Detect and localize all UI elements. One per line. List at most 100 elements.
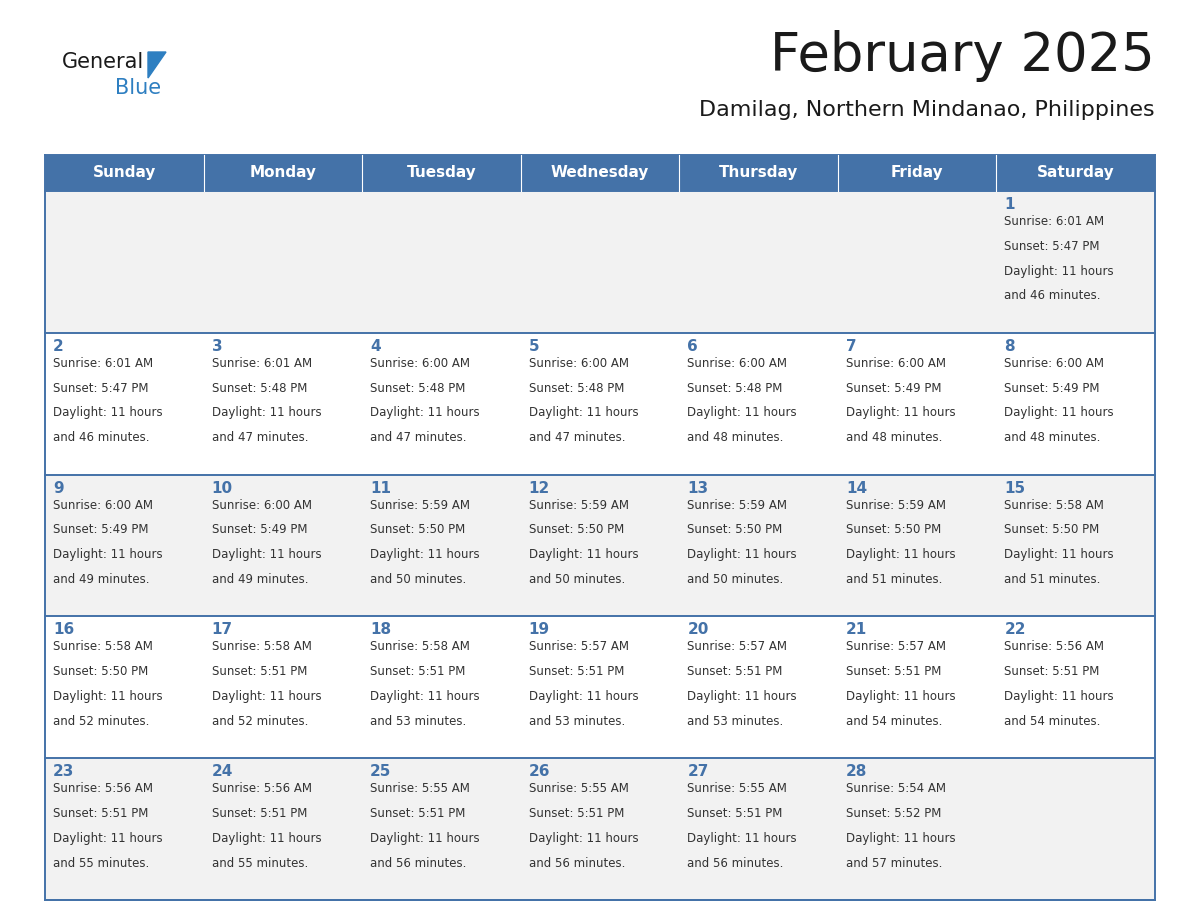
Text: Sunset: 5:50 PM: Sunset: 5:50 PM bbox=[688, 523, 783, 536]
Bar bbox=[838, 333, 997, 475]
Text: Sunrise: 5:58 AM: Sunrise: 5:58 AM bbox=[53, 641, 153, 654]
Text: Sunset: 5:51 PM: Sunset: 5:51 PM bbox=[211, 807, 307, 820]
Text: Sunrise: 5:56 AM: Sunrise: 5:56 AM bbox=[53, 782, 153, 795]
Text: and 50 minutes.: and 50 minutes. bbox=[371, 573, 467, 586]
Text: 22: 22 bbox=[1004, 622, 1026, 637]
Bar bbox=[45, 475, 203, 616]
Text: and 48 minutes.: and 48 minutes. bbox=[688, 431, 784, 444]
Text: 20: 20 bbox=[688, 622, 709, 637]
Text: Daylight: 11 hours: Daylight: 11 hours bbox=[846, 407, 955, 420]
Bar bbox=[362, 758, 520, 900]
Text: and 50 minutes.: and 50 minutes. bbox=[688, 573, 784, 586]
Bar bbox=[680, 758, 838, 900]
Text: General: General bbox=[62, 52, 144, 72]
Text: 9: 9 bbox=[53, 481, 64, 496]
Text: Sunset: 5:51 PM: Sunset: 5:51 PM bbox=[53, 807, 148, 820]
Text: Sunset: 5:50 PM: Sunset: 5:50 PM bbox=[846, 523, 941, 536]
Text: Sunrise: 5:55 AM: Sunrise: 5:55 AM bbox=[688, 782, 788, 795]
Bar bbox=[997, 616, 1155, 758]
Text: Daylight: 11 hours: Daylight: 11 hours bbox=[1004, 548, 1114, 561]
Text: Sunset: 5:50 PM: Sunset: 5:50 PM bbox=[1004, 523, 1100, 536]
Text: Blue: Blue bbox=[115, 78, 162, 98]
Bar bbox=[838, 475, 997, 616]
Text: Sunrise: 5:56 AM: Sunrise: 5:56 AM bbox=[1004, 641, 1105, 654]
Text: 5: 5 bbox=[529, 339, 539, 353]
Text: and 55 minutes.: and 55 minutes. bbox=[53, 856, 150, 869]
Text: Wednesday: Wednesday bbox=[551, 165, 649, 181]
Text: 2: 2 bbox=[53, 339, 64, 353]
Text: Sunset: 5:47 PM: Sunset: 5:47 PM bbox=[1004, 240, 1100, 252]
Text: Sunrise: 6:00 AM: Sunrise: 6:00 AM bbox=[1004, 357, 1105, 370]
Bar bbox=[45, 758, 203, 900]
Bar bbox=[203, 333, 362, 475]
Text: Sunrise: 5:55 AM: Sunrise: 5:55 AM bbox=[371, 782, 470, 795]
Bar bbox=[680, 333, 838, 475]
Bar bbox=[520, 191, 680, 333]
Text: Sunset: 5:47 PM: Sunset: 5:47 PM bbox=[53, 382, 148, 395]
Text: February 2025: February 2025 bbox=[770, 30, 1155, 82]
Text: 28: 28 bbox=[846, 764, 867, 779]
Bar bbox=[680, 155, 838, 191]
Text: and 51 minutes.: and 51 minutes. bbox=[1004, 573, 1101, 586]
Text: Sunrise: 5:54 AM: Sunrise: 5:54 AM bbox=[846, 782, 946, 795]
Text: and 55 minutes.: and 55 minutes. bbox=[211, 856, 308, 869]
Text: Sunrise: 6:01 AM: Sunrise: 6:01 AM bbox=[1004, 215, 1105, 228]
Text: Sunrise: 6:00 AM: Sunrise: 6:00 AM bbox=[846, 357, 946, 370]
Text: Sunrise: 5:57 AM: Sunrise: 5:57 AM bbox=[846, 641, 946, 654]
Text: Daylight: 11 hours: Daylight: 11 hours bbox=[53, 548, 163, 561]
Text: Daylight: 11 hours: Daylight: 11 hours bbox=[688, 548, 797, 561]
Bar bbox=[997, 191, 1155, 333]
Text: and 56 minutes.: and 56 minutes. bbox=[371, 856, 467, 869]
Text: 17: 17 bbox=[211, 622, 233, 637]
Bar bbox=[45, 155, 203, 191]
Text: 12: 12 bbox=[529, 481, 550, 496]
Text: and 46 minutes.: and 46 minutes. bbox=[53, 431, 150, 444]
Text: 25: 25 bbox=[371, 764, 392, 779]
Text: Damilag, Northern Mindanao, Philippines: Damilag, Northern Mindanao, Philippines bbox=[700, 100, 1155, 120]
Text: Daylight: 11 hours: Daylight: 11 hours bbox=[53, 407, 163, 420]
Text: Daylight: 11 hours: Daylight: 11 hours bbox=[688, 832, 797, 845]
Bar bbox=[203, 155, 362, 191]
Bar bbox=[520, 616, 680, 758]
Text: Daylight: 11 hours: Daylight: 11 hours bbox=[688, 690, 797, 703]
Text: Sunrise: 6:01 AM: Sunrise: 6:01 AM bbox=[211, 357, 311, 370]
Bar bbox=[203, 758, 362, 900]
Text: Monday: Monday bbox=[249, 165, 316, 181]
Text: Daylight: 11 hours: Daylight: 11 hours bbox=[53, 690, 163, 703]
Bar bbox=[520, 475, 680, 616]
Bar bbox=[680, 191, 838, 333]
Text: Sunset: 5:49 PM: Sunset: 5:49 PM bbox=[211, 523, 307, 536]
Bar bbox=[45, 616, 203, 758]
Text: Friday: Friday bbox=[891, 165, 943, 181]
Text: Sunrise: 6:00 AM: Sunrise: 6:00 AM bbox=[529, 357, 628, 370]
Bar bbox=[520, 155, 680, 191]
Bar bbox=[45, 191, 203, 333]
Text: Sunrise: 5:57 AM: Sunrise: 5:57 AM bbox=[529, 641, 628, 654]
Text: Daylight: 11 hours: Daylight: 11 hours bbox=[371, 548, 480, 561]
Text: and 48 minutes.: and 48 minutes. bbox=[846, 431, 942, 444]
Bar bbox=[362, 191, 520, 333]
Text: and 51 minutes.: and 51 minutes. bbox=[846, 573, 942, 586]
Text: Daylight: 11 hours: Daylight: 11 hours bbox=[211, 407, 321, 420]
Text: Sunrise: 5:59 AM: Sunrise: 5:59 AM bbox=[688, 498, 788, 511]
Text: Sunrise: 6:00 AM: Sunrise: 6:00 AM bbox=[211, 498, 311, 511]
Text: and 46 minutes.: and 46 minutes. bbox=[1004, 289, 1101, 302]
Text: 13: 13 bbox=[688, 481, 708, 496]
Text: Daylight: 11 hours: Daylight: 11 hours bbox=[846, 832, 955, 845]
Text: Sunset: 5:51 PM: Sunset: 5:51 PM bbox=[529, 666, 624, 678]
Bar bbox=[203, 191, 362, 333]
Text: Saturday: Saturday bbox=[1037, 165, 1114, 181]
Text: Sunset: 5:50 PM: Sunset: 5:50 PM bbox=[53, 666, 148, 678]
Text: and 53 minutes.: and 53 minutes. bbox=[688, 715, 784, 728]
Bar bbox=[838, 758, 997, 900]
Text: 6: 6 bbox=[688, 339, 699, 353]
Text: Sunrise: 6:00 AM: Sunrise: 6:00 AM bbox=[371, 357, 470, 370]
Text: and 54 minutes.: and 54 minutes. bbox=[846, 715, 942, 728]
Text: Daylight: 11 hours: Daylight: 11 hours bbox=[371, 690, 480, 703]
Text: 18: 18 bbox=[371, 622, 391, 637]
Text: Thursday: Thursday bbox=[719, 165, 798, 181]
Bar bbox=[838, 616, 997, 758]
Text: and 52 minutes.: and 52 minutes. bbox=[53, 715, 150, 728]
Text: Sunday: Sunday bbox=[93, 165, 156, 181]
Text: Sunset: 5:51 PM: Sunset: 5:51 PM bbox=[846, 666, 941, 678]
